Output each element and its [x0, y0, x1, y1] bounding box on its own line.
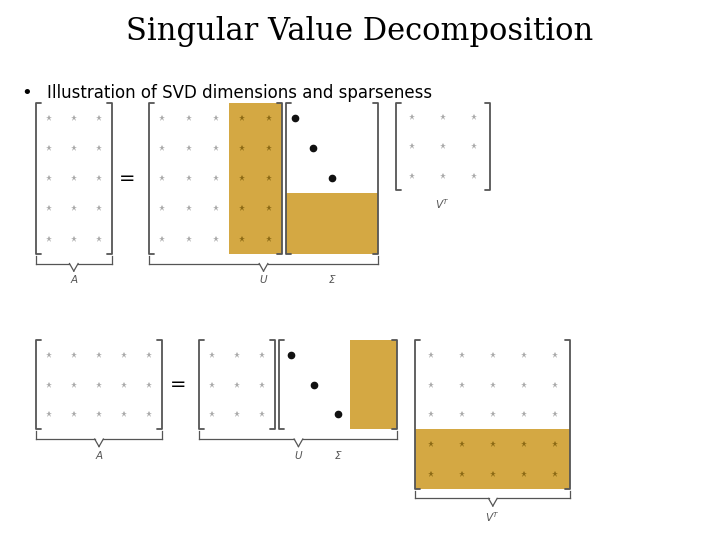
Text: Singular Value Decomposition: Singular Value Decomposition: [127, 16, 593, 47]
Text: A: A: [71, 275, 77, 286]
Text: U: U: [260, 275, 267, 286]
Bar: [415, 429, 570, 459]
Text: $V^T$: $V^T$: [485, 510, 500, 524]
Text: A: A: [96, 451, 102, 461]
Text: Σ: Σ: [328, 275, 336, 286]
Text: U: U: [294, 451, 302, 461]
Bar: [350, 340, 374, 429]
Text: =: =: [120, 168, 135, 188]
Bar: [256, 103, 282, 254]
Text: Illustration of SVD dimensions and sparseness: Illustration of SVD dimensions and spars…: [47, 84, 432, 102]
Bar: [286, 193, 378, 224]
Text: =: =: [170, 375, 186, 394]
Bar: [374, 340, 397, 429]
Text: •: •: [22, 84, 32, 102]
Text: Σ: Σ: [335, 451, 341, 461]
Bar: [415, 459, 570, 489]
Bar: [229, 103, 256, 254]
Text: $V^T$: $V^T$: [436, 197, 450, 211]
Bar: [286, 224, 378, 254]
